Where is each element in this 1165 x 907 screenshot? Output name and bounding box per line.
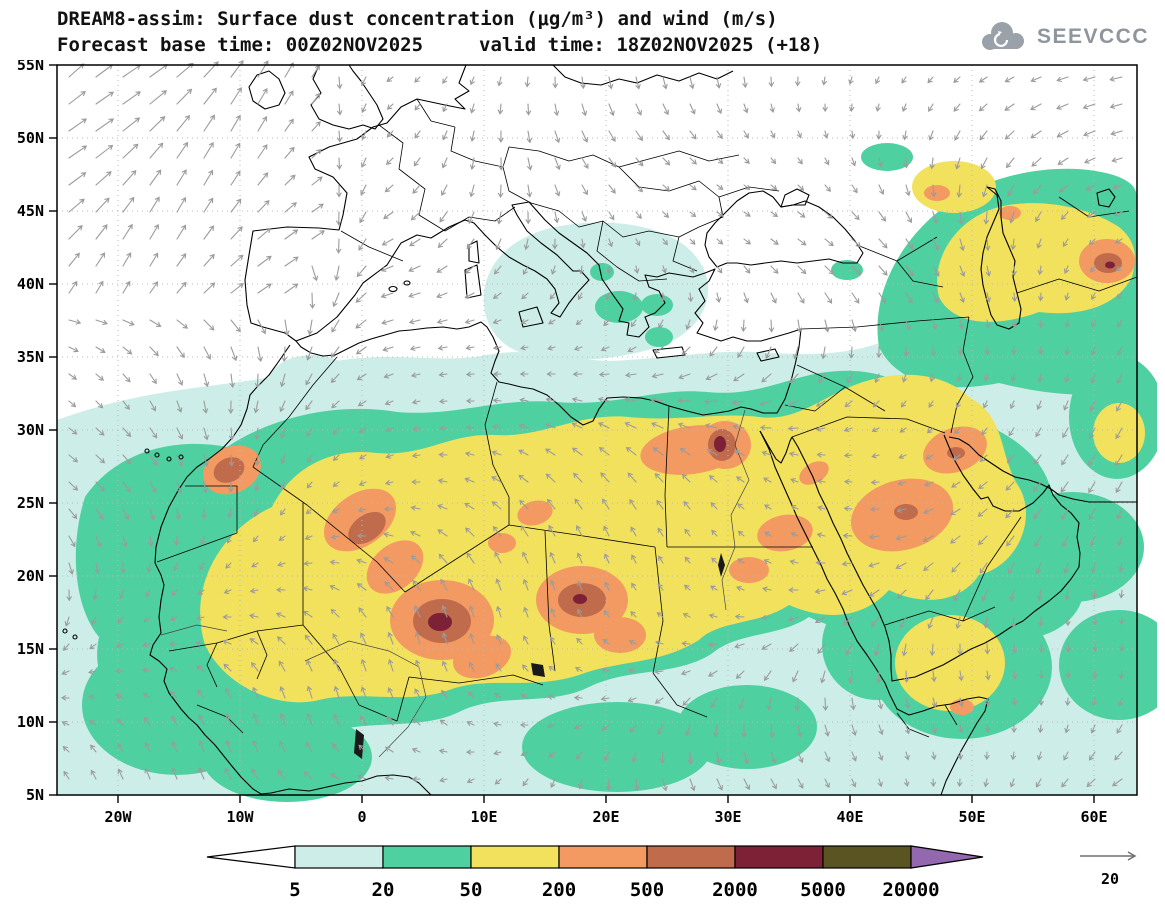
wind-reference: 20 [1080,851,1137,888]
legend-label: 5 [289,879,300,901]
country-borders [156,98,1138,738]
lon-tick-label: 20E [592,808,619,826]
concentration-legend: 5 20 50 200 500 2000 5000 20000 [206,845,984,901]
legend-colorbar-segment [734,845,824,869]
lon-tick-label: 20W [104,808,132,826]
lat-tick-label: 45N [17,202,44,220]
legend-colorbar-segment [382,845,472,869]
legend-arrow-high [910,845,984,869]
dust-layer-2000-5000 [428,261,1115,631]
wind-reference-value: 20 [1101,870,1119,888]
legend-colorbar-segment [294,845,384,869]
lat-tick-label: 30N [17,421,44,439]
lat-tick-label: 5N [26,786,44,804]
lat-tick-label: 20N [17,567,44,585]
legend-label: 500 [630,879,664,901]
legend-label: 5000 [800,879,846,901]
legend-colorbar-segment [470,845,560,869]
lat-tick-label: 50N [17,129,44,147]
lon-tick-label: 0 [357,808,366,826]
legend-arrow-low [206,845,296,869]
lon-tick-label: 40E [836,808,863,826]
chart-title: DREAM8-assim: Surface dust concentration… [57,8,778,30]
legend-label: 20000 [882,879,939,901]
lon-tick-label: 10E [470,808,497,826]
lat-tick-label: 35N [17,348,44,366]
valid-time: valid time: 18Z02NOV2025 (+18) [479,34,823,56]
wind-reference-arrow [1080,851,1137,861]
lat-tick-label: 40N [17,275,44,293]
lon-tick-label: 50E [958,808,985,826]
lon-tick-label: 60E [1080,808,1107,826]
legend-colorbar-segment [822,845,912,869]
legend-colorbar-segment [646,845,736,869]
cloud-icon [981,22,1024,50]
lakes [354,553,725,759]
legend-label: 50 [460,879,483,901]
legend-colorbar-segment [558,845,648,869]
legend-label: 2000 [712,879,758,901]
lat-tick-label: 10N [17,713,44,731]
forecast-base-time: Forecast base time: 00Z02NOV2025 [57,34,424,56]
lon-tick-label: 30E [714,808,741,826]
logo-text: SEEVCCC [1036,25,1149,48]
lat-tick-label: 15N [17,640,44,658]
axes: 55N 50N 45N 40N 35N 30N 25N 20N 15N 10N 5N 20W 10W 0 1… [17,60,1108,826]
legend-label: 200 [542,879,576,901]
wind-arrows [60,60,1125,792]
lat-tick-label: 25N [17,494,44,512]
map-canvas: 55N 50N 45N 40N 35N 30N 25N 20N 15N 10N 5N 20W 10W 0 1… [17,60,1157,826]
seevccc-logo: SEEVCCC [978,20,1149,54]
lat-tick-label: 55N [17,60,44,74]
lon-tick-label: 10W [226,808,254,826]
chart-subtitle: Forecast base time: 00Z02NOV2025 valid ti… [57,32,822,58]
legend-label: 20 [372,879,395,901]
